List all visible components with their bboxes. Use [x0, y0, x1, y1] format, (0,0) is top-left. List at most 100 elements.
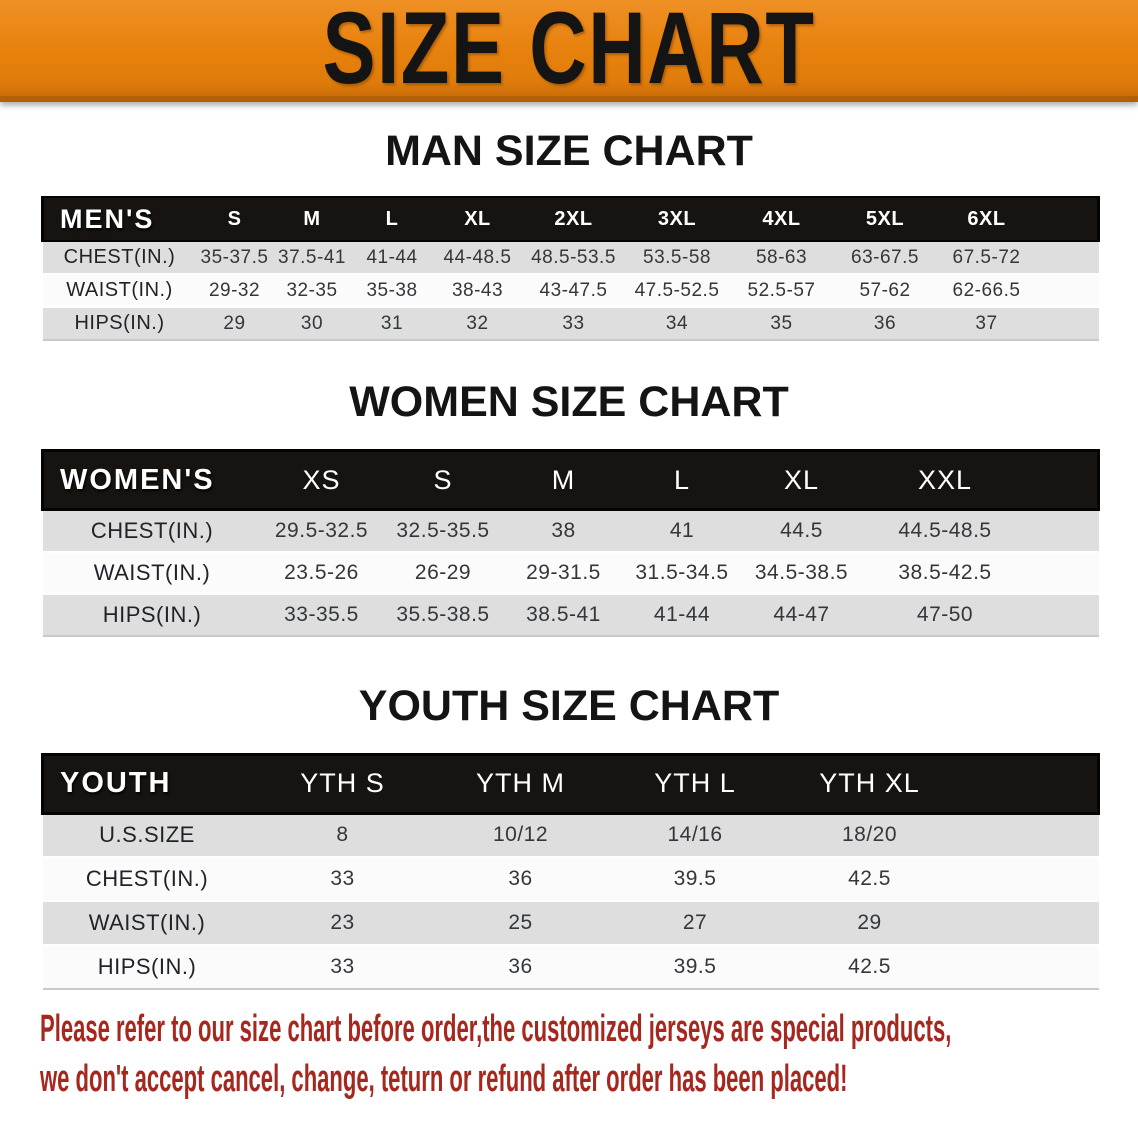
size-chart-banner: SIZE CHART — [0, 0, 1138, 102]
women-section-heading-text: WOMEN SIZE CHART — [349, 378, 789, 426]
measurement-value: 44-47 — [773, 602, 830, 626]
measurement-value: 8 — [336, 823, 349, 847]
measurement-label: WAIST(IN.) — [93, 559, 211, 585]
measurement-value: 33-35.5 — [284, 602, 359, 626]
measurement-value: 29.5-32.5 — [274, 518, 369, 542]
row-spacer — [1029, 510, 1099, 552]
measurement-label: HIPS(IN.) — [74, 312, 165, 334]
measurement-value: 36 — [873, 312, 897, 334]
measurement-value: 35 — [770, 312, 793, 334]
measurement-value: 38.5-42.5 — [898, 560, 992, 584]
women-section-heading: WOMEN SIZE CHART — [0, 377, 1138, 427]
measurement-value: 44.5 — [780, 518, 823, 542]
measurement-value: 53.5-58 — [643, 246, 711, 268]
measurement-value: 29 — [223, 312, 246, 334]
measurement-value: 44.5-48.5 — [898, 518, 992, 542]
size-column-header: 6XL — [936, 196, 1037, 242]
measurement-value: 36 — [508, 955, 533, 978]
size-table-row: HIPS(IN.) 33-35.5 35.5-38.5 38.5-41 41-44 44-… — [42, 593, 1099, 636]
size-column-header: L — [622, 449, 742, 511]
disclaimer-line-2: we don't accept cancel, change, teturn o… — [40, 1058, 848, 1100]
size-table-header-row: YOUTH YTH S YTH M YTH L YTH XL — [41, 752, 1100, 815]
row-spacer — [1029, 552, 1099, 594]
measurement-value: 23 — [330, 911, 355, 934]
measurement-value: 44-48.5 — [443, 246, 512, 268]
table-group-label: WOMEN'S — [41, 449, 262, 511]
measurement-value: 38.5-41 — [526, 602, 601, 626]
size-table-row: HIPS(IN.) 33 36 39.5 42.5 — [42, 945, 1099, 989]
measurement-value: 30 — [300, 312, 324, 334]
row-spacer — [1037, 307, 1099, 340]
row-spacer — [957, 945, 1099, 989]
header-spacer — [1028, 449, 1100, 511]
measurement-value: 52.5-57 — [747, 279, 816, 301]
size-table-row: HIPS(IN.) 29 30 31 32 33 34 35 36 37 — [42, 307, 1099, 340]
measurement-value: 58-63 — [755, 246, 808, 268]
measurement-label: WAIST(IN.) — [66, 279, 173, 301]
measurement-value: 35-37.5 — [200, 246, 269, 268]
row-spacer — [1037, 241, 1099, 274]
row-spacer — [957, 857, 1099, 901]
measurement-value: 38-43 — [451, 279, 504, 301]
size-table-header-row: WOMEN'S XS S M L XL XXL — [41, 449, 1100, 511]
measurement-value: 14/16 — [667, 823, 723, 847]
measurement-value: 34 — [665, 312, 689, 334]
header-spacer — [956, 752, 1100, 815]
measurement-value: 32.5-35.5 — [396, 518, 490, 542]
disclaimer: Please refer to our size chart before or… — [40, 1004, 1138, 1104]
measurement-label: CHEST(IN.) — [63, 246, 176, 268]
size-table-row: CHEST(IN.) 29.5-32.5 32.5-35.5 38 41 44.5 44.5… — [42, 509, 1099, 552]
measurement-value: 32-35 — [286, 279, 338, 301]
measurement-value: 18/20 — [841, 823, 898, 847]
measurement-value: 39.5 — [673, 867, 717, 890]
size-table-row: U.S.SIZE 8 10/12 14/16 18/20 — [42, 813, 1099, 857]
page-title-text: SIZE CHART — [322, 0, 816, 105]
measurement-value: 39.5 — [673, 955, 717, 978]
size-column-header: M — [272, 196, 352, 242]
measurement-value: 25 — [508, 911, 533, 934]
measurement-value: 33 — [330, 955, 355, 978]
row-spacer — [957, 901, 1099, 945]
measurement-value: 63-67.5 — [851, 246, 919, 268]
measurement-value: 48.5-53.5 — [531, 246, 616, 268]
size-column-header: 3XL — [624, 196, 730, 242]
size-column-header: YTH M — [433, 752, 608, 815]
women-size-table: WOMEN'S XS S M L XL XXL CHEST(IN.) 29.5-32.5 32.5… — [41, 449, 1100, 637]
measurement-label: HIPS(IN.) — [97, 954, 197, 979]
row-spacer — [1037, 274, 1099, 307]
measurement-value: 36 — [508, 867, 533, 890]
size-column-header: XXL — [861, 449, 1029, 511]
measurement-value: 43-47.5 — [539, 279, 608, 301]
youth-section-heading: YOUTH SIZE CHART — [0, 681, 1138, 731]
measurement-value: 41 — [669, 518, 695, 542]
row-spacer — [957, 813, 1099, 857]
table-group-label: YOUTH — [41, 752, 252, 815]
measurement-value: 67.5-72 — [952, 246, 1021, 268]
size-column-header: 5XL — [833, 196, 937, 242]
measurement-value: 10/12 — [492, 823, 549, 847]
size-table-row: CHEST(IN.) 35-37.5 37.5-41 41-44 44-48.5 48.5… — [42, 241, 1099, 274]
measurement-label: CHEST(IN.) — [90, 517, 214, 543]
measurement-value: 42.5 — [848, 955, 891, 978]
measurement-value: 42.5 — [848, 867, 891, 890]
measurement-label: HIPS(IN.) — [102, 601, 202, 627]
measurement-value: 35.5-38.5 — [396, 602, 490, 626]
measurement-value: 31.5-34.5 — [635, 560, 729, 584]
measurement-value: 37 — [975, 312, 998, 334]
disclaimer-row-2: we don't accept cancel, change, teturn o… — [40, 1054, 1138, 1104]
measurement-label: WAIST(IN.) — [88, 910, 206, 935]
size-column-header: S — [196, 196, 273, 242]
measurement-value: 47-50 — [916, 602, 974, 626]
measurement-value: 35-38 — [366, 279, 418, 301]
measurement-value: 47.5-52.5 — [634, 279, 720, 301]
measurement-value: 29 — [857, 911, 882, 934]
size-column-header: XS — [261, 449, 382, 511]
size-column-header: 2XL — [522, 196, 625, 242]
measurement-value: 34.5-38.5 — [754, 560, 849, 584]
measurement-value: 41-44 — [653, 602, 711, 626]
row-spacer — [1029, 594, 1099, 636]
size-column-header: XL — [432, 196, 523, 242]
measurement-value: 23.5-26 — [284, 560, 359, 584]
measurement-value: 33 — [330, 867, 355, 890]
measurement-value: 41-44 — [366, 246, 418, 268]
